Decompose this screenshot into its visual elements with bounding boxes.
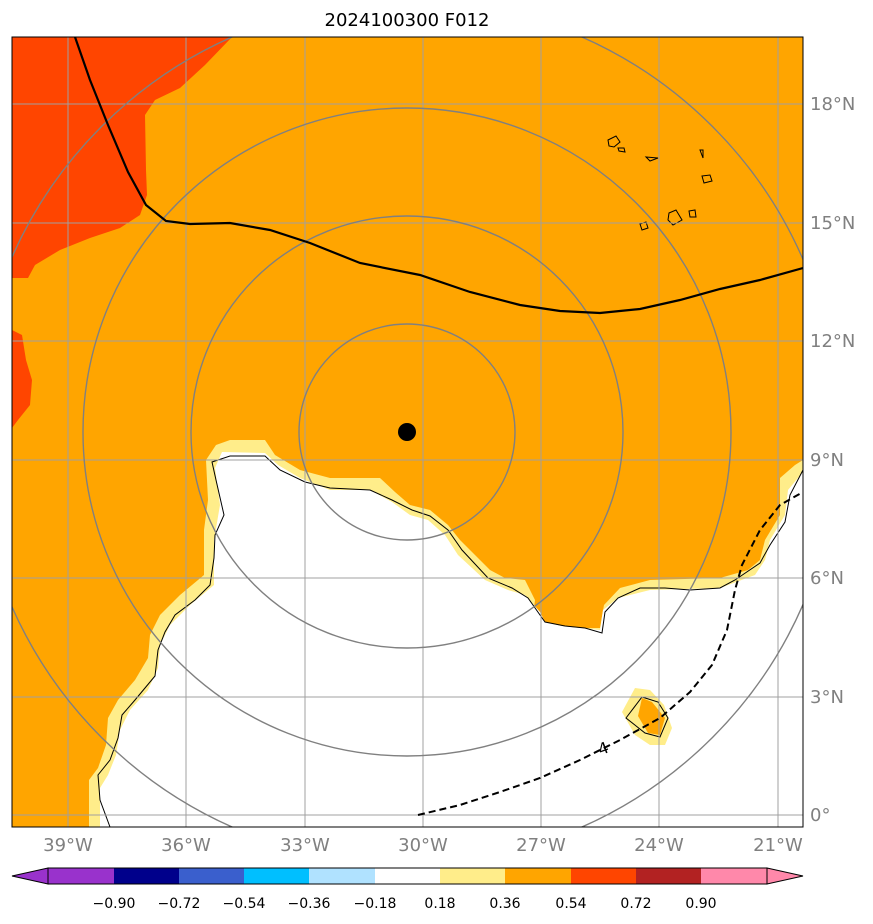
longitude-labels: 39°W 36°W 33°W 30°W 27°W 24°W 21°W: [43, 835, 803, 856]
lat-tick-label: 6°N: [810, 568, 844, 589]
map-title: 2024100300 F012: [325, 10, 490, 31]
lon-tick-label: 21°W: [753, 835, 803, 856]
lat-tick-label: 9°N: [810, 450, 844, 471]
colorbar-bin: [505, 868, 571, 884]
colorbar-bin: [179, 868, 244, 884]
red-region-west: [12, 330, 32, 428]
storm-center-dot: [398, 423, 416, 441]
colorbar-tick-label: −0.18: [354, 896, 397, 912]
colorbar-bin: [309, 868, 375, 884]
lat-tick-label: 0°: [810, 805, 830, 826]
colorbar-bin: [571, 868, 636, 884]
lat-tick-label: 3°N: [810, 687, 844, 708]
map-area: 4: [12, 37, 803, 827]
colorbar-tick-label: 0.18: [424, 896, 455, 912]
lon-tick-label: 39°W: [43, 835, 93, 856]
coastline: [97, 455, 803, 827]
map-frame: [11, 36, 804, 828]
colorbar-bin: [244, 868, 309, 884]
lon-tick-label: 36°W: [161, 835, 211, 856]
colorbar-bin: [48, 868, 114, 884]
colorbar-bin: [440, 868, 505, 884]
colorbar-tick-label: 0.72: [620, 896, 651, 912]
colorbar-tick-label: −0.90: [93, 896, 136, 912]
lat-tick-label: 12°N: [810, 331, 855, 352]
white-region: [100, 452, 803, 827]
graticule: [12, 37, 803, 827]
colorbar-extend-high: [766, 867, 804, 885]
colorbar-tick-label: 0.90: [685, 896, 716, 912]
colorbar-bin: [636, 868, 701, 884]
colorbar-bin: [114, 868, 179, 884]
lon-tick-label: 30°W: [398, 835, 448, 856]
solid-contour: [73, 37, 803, 315]
colorbar-tick-label: −0.54: [223, 896, 266, 912]
colorbar-tick-label: 0.54: [555, 896, 586, 912]
lat-tick-label: 18°N: [810, 94, 855, 115]
colorbar-tick-label: −0.72: [158, 896, 201, 912]
lon-tick-label: 24°W: [634, 835, 684, 856]
lon-tick-label: 33°W: [280, 835, 330, 856]
colorbar-bin: [701, 868, 767, 884]
latitude-labels: 18°N 15°N 12°N 9°N 6°N 3°N 0°: [810, 94, 855, 826]
lat-tick-label: 15°N: [810, 213, 855, 234]
colorbar-bin: [375, 868, 440, 884]
colorbar-frame: [47, 867, 768, 885]
colorbar-extend-low: [11, 867, 49, 885]
colorbar-tick-label: 0.36: [489, 896, 520, 912]
range-rings: [12, 37, 803, 827]
lon-tick-label: 27°W: [516, 835, 566, 856]
colorbar: −0.90 −0.72 −0.54 −0.36 −0.18 0.18 0.36 …: [11, 867, 804, 912]
colorbar-tick-label: −0.36: [288, 896, 331, 912]
dashed-contour: [417, 491, 803, 816]
